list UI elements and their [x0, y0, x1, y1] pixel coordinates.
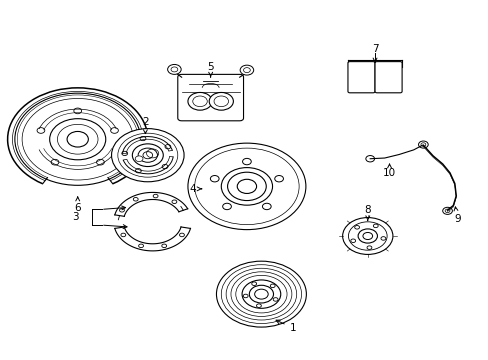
Circle shape — [164, 145, 170, 149]
Text: 7: 7 — [371, 44, 378, 54]
Circle shape — [214, 96, 228, 107]
Circle shape — [96, 159, 104, 165]
Circle shape — [221, 168, 272, 205]
Text: 6: 6 — [74, 197, 81, 213]
Circle shape — [140, 136, 145, 141]
Circle shape — [444, 209, 449, 213]
Circle shape — [194, 148, 299, 225]
Circle shape — [135, 156, 142, 162]
Circle shape — [254, 289, 267, 299]
Text: 8: 8 — [364, 205, 370, 221]
Circle shape — [37, 128, 45, 133]
Circle shape — [348, 222, 386, 250]
Circle shape — [262, 203, 271, 210]
Circle shape — [162, 244, 166, 248]
Text: 5: 5 — [207, 62, 214, 77]
Circle shape — [350, 239, 355, 243]
Circle shape — [221, 265, 301, 324]
Circle shape — [74, 108, 81, 114]
Circle shape — [227, 172, 265, 201]
Circle shape — [357, 229, 377, 243]
FancyBboxPatch shape — [178, 75, 243, 121]
Circle shape — [242, 280, 280, 308]
Circle shape — [237, 179, 256, 193]
Circle shape — [418, 141, 427, 148]
FancyBboxPatch shape — [347, 62, 374, 93]
Circle shape — [256, 304, 261, 307]
Circle shape — [342, 217, 392, 255]
Text: 3: 3 — [72, 212, 79, 222]
Circle shape — [167, 64, 181, 75]
Circle shape — [274, 176, 283, 182]
Circle shape — [270, 284, 275, 288]
Circle shape — [251, 282, 256, 285]
Circle shape — [119, 208, 124, 212]
Circle shape — [380, 237, 385, 240]
Text: 2: 2 — [142, 117, 148, 134]
Circle shape — [153, 194, 158, 198]
Circle shape — [216, 261, 306, 327]
Circle shape — [187, 93, 212, 110]
Circle shape — [135, 168, 141, 173]
Text: 10: 10 — [382, 164, 395, 178]
Circle shape — [442, 207, 451, 215]
Circle shape — [243, 294, 247, 298]
Circle shape — [354, 225, 359, 229]
Circle shape — [171, 67, 178, 72]
Circle shape — [365, 156, 374, 162]
Circle shape — [22, 99, 133, 180]
Circle shape — [142, 152, 152, 159]
Text: 1: 1 — [276, 320, 296, 333]
Circle shape — [139, 244, 143, 248]
Circle shape — [67, 131, 88, 147]
Circle shape — [179, 233, 184, 237]
Circle shape — [110, 128, 118, 133]
Circle shape — [15, 93, 140, 185]
Circle shape — [111, 129, 183, 182]
Circle shape — [240, 65, 253, 75]
Circle shape — [222, 203, 231, 210]
Circle shape — [420, 143, 425, 146]
Text: 4: 4 — [189, 184, 201, 194]
Circle shape — [230, 272, 291, 316]
Circle shape — [51, 159, 59, 165]
Circle shape — [121, 233, 125, 237]
Circle shape — [132, 144, 163, 167]
Circle shape — [235, 275, 286, 313]
Circle shape — [249, 285, 273, 303]
Circle shape — [50, 119, 105, 160]
Circle shape — [122, 151, 127, 156]
Circle shape — [118, 133, 178, 177]
Text: 9: 9 — [453, 207, 460, 224]
Circle shape — [210, 176, 219, 182]
Circle shape — [362, 233, 372, 239]
Circle shape — [273, 298, 278, 301]
Circle shape — [209, 93, 233, 110]
Circle shape — [372, 224, 377, 228]
Circle shape — [138, 148, 157, 162]
Circle shape — [242, 158, 251, 165]
Circle shape — [243, 68, 250, 73]
Circle shape — [162, 165, 167, 169]
Circle shape — [133, 198, 138, 201]
Circle shape — [172, 200, 177, 203]
FancyBboxPatch shape — [374, 62, 401, 93]
Circle shape — [187, 143, 305, 230]
Circle shape — [192, 96, 207, 107]
Circle shape — [366, 246, 371, 249]
Circle shape — [57, 124, 98, 154]
Circle shape — [225, 268, 296, 320]
